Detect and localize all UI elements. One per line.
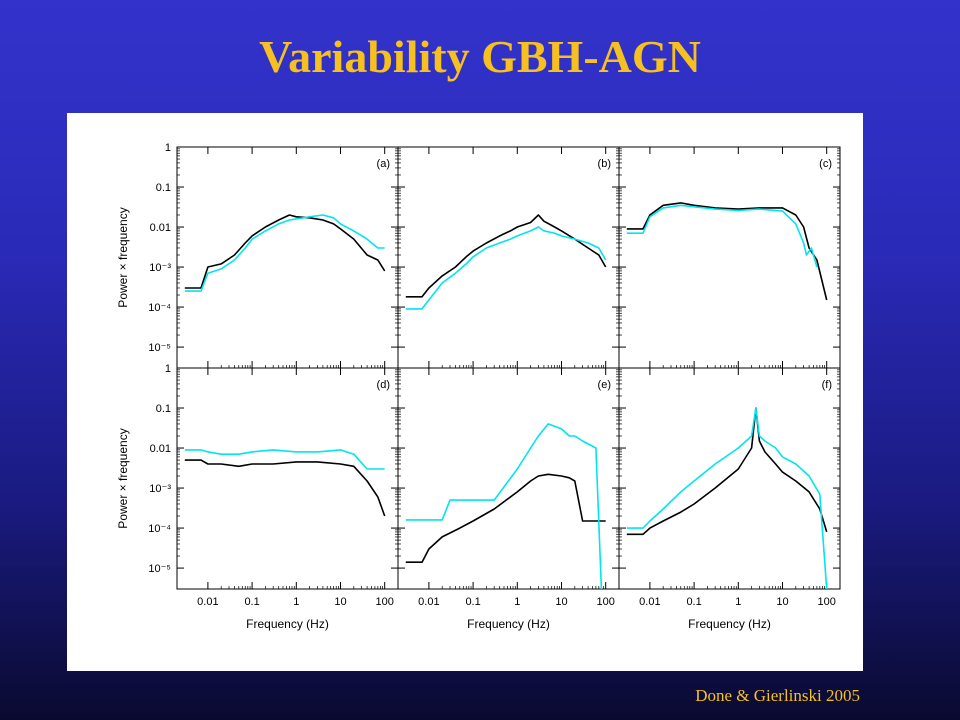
panel-label-6: (f) [822, 379, 832, 391]
panel-label-5: (e) [598, 379, 611, 391]
series-cyan-panel-1 [184, 214, 385, 292]
series-black-panel-3 [626, 202, 828, 301]
ytick-label-4-0: 1 [165, 363, 171, 375]
series-cyan-panel-6 [626, 407, 828, 590]
y-axis-title-row-2: Power × frequency [116, 428, 130, 528]
x-axis-title-col-1: Frequency (Hz) [246, 617, 329, 631]
panel-label-2: (b) [598, 158, 611, 170]
series-cyan-panel-5 [405, 423, 603, 590]
panel-frame-5 [397, 367, 620, 590]
series-black-panel-2 [405, 214, 607, 298]
series-black-panel-5 [405, 473, 606, 564]
ytick-label-1-2: 0.01 [150, 222, 171, 234]
panel-label-4: (d) [377, 379, 390, 391]
panel-label-3: (c) [819, 158, 832, 170]
series-black-panel-4 [184, 459, 386, 517]
series-cyan-panel-4 [184, 449, 385, 470]
ytick-label-4-1: 0.1 [156, 403, 171, 415]
xtick-label-5-0: 0.01 [418, 596, 439, 608]
ytick-label-4-4: 10⁻⁴ [148, 523, 171, 535]
xtick-label-6-2: 1 [735, 596, 741, 608]
x-axis-title-col-2: Frequency (Hz) [467, 617, 550, 631]
xtick-label-6-3: 10 [776, 596, 788, 608]
y-axis-title-row-1: Power × frequency [116, 207, 130, 307]
xtick-label-4-2: 1 [293, 596, 299, 608]
ytick-label-4-5: 10⁻⁵ [148, 563, 171, 575]
panel-frame-3 [618, 146, 841, 369]
power-spectra-chart: Frequency (Hz) Frequency (Hz) Frequency (H… [116, 142, 841, 631]
xtick-label-4-1: 0.1 [244, 596, 259, 608]
ytick-label-4-2: 0.01 [150, 443, 171, 455]
ytick-label-1-1: 0.1 [156, 182, 171, 194]
power-spectra-figure: Frequency (Hz) Frequency (Hz) Frequency (H… [67, 113, 863, 671]
slide-title: Variability GBH-AGN [259, 31, 701, 82]
ytick-label-1-0: 1 [165, 142, 171, 154]
xtick-label-5-4: 100 [597, 596, 615, 608]
xtick-label-5-2: 1 [514, 596, 520, 608]
citation-credit: Done & Gierlinski 2005 [695, 686, 860, 705]
ytick-label-1-3: 10⁻³ [149, 262, 171, 274]
xtick-label-4-0: 0.01 [197, 596, 218, 608]
xtick-label-4-3: 10 [334, 596, 346, 608]
series-cyan-panel-3 [626, 204, 818, 268]
ytick-label-1-5: 10⁻⁵ [148, 342, 171, 354]
series-cyan-panel-2 [405, 226, 607, 310]
series-black-panel-1 [184, 214, 386, 289]
series-black-panel-6 [626, 407, 828, 536]
xtick-label-6-0: 0.01 [639, 596, 660, 608]
xtick-label-5-1: 0.1 [465, 596, 480, 608]
panel-frame-6 [618, 367, 841, 590]
panel-label-1: (a) [377, 158, 390, 170]
panel-frame-1 [176, 146, 399, 369]
ytick-label-4-3: 10⁻³ [149, 483, 171, 495]
xtick-label-5-3: 10 [555, 596, 567, 608]
panel-frame-2 [397, 146, 620, 369]
xtick-label-4-4: 100 [376, 596, 394, 608]
ytick-label-1-4: 10⁻⁴ [148, 302, 171, 314]
x-axis-title-col-3: Frequency (Hz) [688, 617, 771, 631]
xtick-label-6-1: 0.1 [686, 596, 701, 608]
xtick-label-6-4: 100 [818, 596, 836, 608]
